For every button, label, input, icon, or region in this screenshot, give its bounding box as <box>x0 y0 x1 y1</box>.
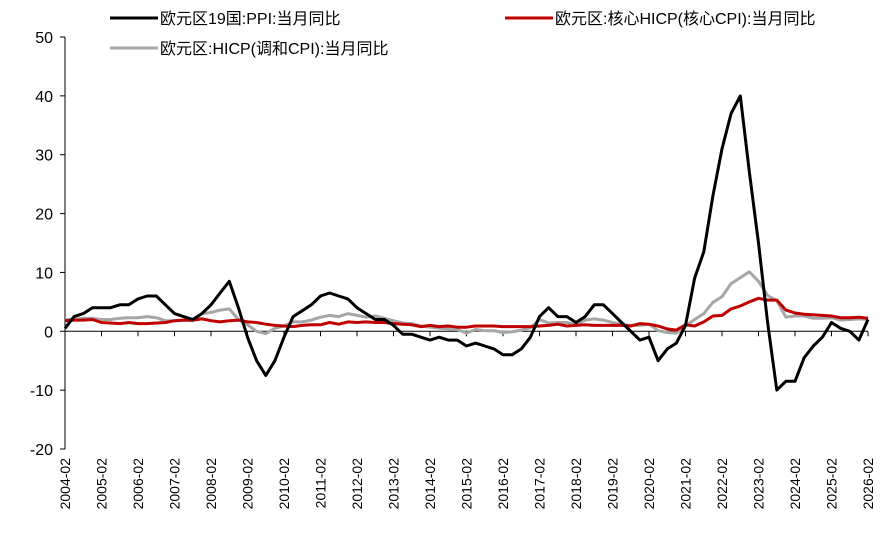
x-tick-label: 2008-02 <box>203 458 219 510</box>
x-tick-label: 2022-02 <box>714 458 730 510</box>
y-tick-label: 0 <box>44 324 53 341</box>
x-tick-label: 2019-02 <box>605 458 621 510</box>
x-tick-label: 2024-02 <box>787 458 803 510</box>
x-tick-label: 2015-02 <box>459 458 475 510</box>
y-tick-label: -10 <box>30 383 53 400</box>
x-tick-label: 2025-02 <box>824 458 840 510</box>
x-tick-label: 2006-02 <box>130 458 146 510</box>
series-line <box>63 94 870 392</box>
x-tick-label: 2010-02 <box>276 458 292 510</box>
series-line <box>64 296 869 332</box>
y-tick-label: -20 <box>30 442 53 459</box>
x-tick-label: 2004-02 <box>57 458 73 510</box>
y-tick-label: 10 <box>35 265 53 282</box>
x-tick-label: 2013-02 <box>386 458 402 510</box>
legend-label: 欧元区:核心HICP(核心CPI):当月同比 <box>555 10 815 28</box>
legend-label: 欧元区19国:PPI:当月同比 <box>160 10 340 28</box>
x-tick-label: 2023-02 <box>751 458 767 510</box>
x-tick-label: 2017-02 <box>532 458 548 510</box>
legend-label: 欧元区:HICP(调和CPI):当月同比 <box>160 40 388 58</box>
x-tick-label: 2007-02 <box>167 458 183 510</box>
y-tick-label: 50 <box>35 30 53 47</box>
y-tick-label: 20 <box>35 207 53 224</box>
x-tick-label: 2014-02 <box>422 458 438 510</box>
x-tick-label: 2012-02 <box>349 458 365 510</box>
x-tick-label: 2011-02 <box>313 458 329 509</box>
x-tick-label: 2021-02 <box>678 458 694 510</box>
x-tick-label: 2026-02 <box>860 458 876 510</box>
x-tick-label: 2018-02 <box>568 458 584 510</box>
x-tick-label: 2009-02 <box>240 458 256 510</box>
y-tick-label: 30 <box>35 148 53 165</box>
y-tick-label: 40 <box>35 89 53 106</box>
x-tick-label: 2005-02 <box>94 458 110 510</box>
x-tick-label: 2016-02 <box>495 458 511 510</box>
x-tick-label: 2020-02 <box>641 458 657 510</box>
